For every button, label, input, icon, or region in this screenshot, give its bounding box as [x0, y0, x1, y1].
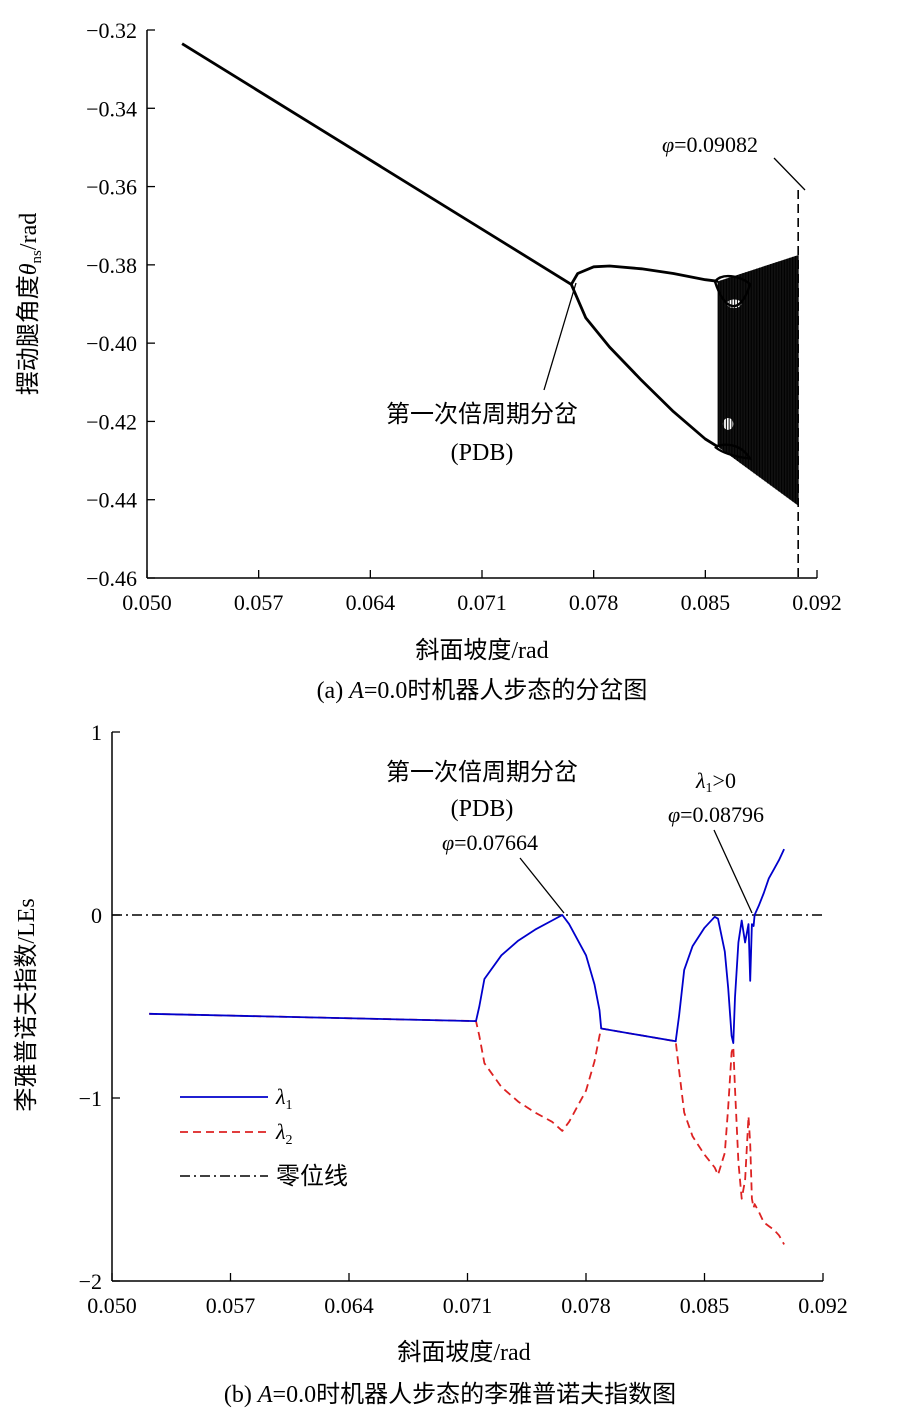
panel-a-y-tick-label: −0.46: [86, 566, 137, 591]
panel-b-x-tick-label: 0.064: [324, 1293, 374, 1318]
panel-b-pdb-phi: φ=0.07664: [442, 830, 538, 855]
panel-a-loop-lower: [714, 443, 753, 461]
panel-b-y-label: 李雅普诺夫指数/LEs: [13, 898, 40, 1111]
panel-b-series-lambda2: [149, 1012, 785, 1245]
panel-a-y-tick-label: −0.32: [86, 18, 137, 43]
panel-a-x-tick-label: 0.050: [122, 590, 172, 615]
panel-b-y-ticks: 1 0 −1 −2: [79, 720, 120, 1294]
panel-a-branch-3: [570, 283, 719, 449]
panel-a-y-tick-label: −0.36: [86, 175, 137, 200]
panel-b-pdb-abbr: (PDB): [451, 796, 514, 822]
legend-zero-line-label: 零位线: [276, 1163, 348, 1190]
panel-a-data: [181, 42, 799, 578]
panel-b-y-tick-label: 0: [91, 903, 102, 928]
panel-a-x-tick-label: 0.078: [569, 590, 619, 615]
panel-b-x-tick-label: 0.092: [798, 1293, 848, 1318]
panel-a-bifurcation-chart: −0.32 −0.34 −0.36 −0.38 −0.40 −0.42 −0.44 −0.46…: [15, 18, 842, 704]
panel-b-x-label: 斜面坡度/rad: [397, 1339, 530, 1366]
panel-b-y-tick-label: −2: [79, 1269, 102, 1294]
panel-b-x-tick-label: 0.050: [87, 1293, 137, 1318]
panel-a-phi-label: φ=0.09082: [662, 132, 758, 157]
panel-a-y-tick-label: −0.44: [86, 488, 137, 513]
panel-a-x-tick-label: 0.064: [346, 590, 396, 615]
panel-a-x-ticks: 0.050 0.057 0.064 0.071 0.078 0.085 0.092: [122, 570, 842, 615]
panel-b-legend: λ1 λ2 零位线: [180, 1084, 348, 1190]
panel-b-x-tick-label: 0.078: [561, 1293, 611, 1318]
panel-a-x-tick-label: 0.085: [681, 590, 731, 615]
panel-b-data: [112, 848, 823, 1245]
panel-a-branch-2: [570, 264, 719, 286]
panel-b-y-tick-label: −1: [79, 1086, 102, 1111]
panel-a-caption: (a) A=0.0时机器人步态的分岔图: [317, 677, 648, 704]
panel-b-x-tick-label: 0.057: [206, 1293, 256, 1318]
legend-lambda2-label: λ2: [275, 1119, 293, 1148]
panel-a-x-label: 斜面坡度/rad: [415, 637, 548, 664]
panel-b-series-lambda1: [149, 848, 785, 1044]
legend-lambda1-label: λ1: [275, 1084, 293, 1113]
panel-a-y-ticks: −0.32 −0.34 −0.36 −0.38 −0.40 −0.42 −0.44 −0.46: [86, 18, 155, 591]
panel-a-axes: [146, 30, 817, 579]
panel-b-lyapunov-chart: 10−1−2 0.050 0.057 0.064 0.071 0.078 0.085 0.0…: [13, 720, 848, 1408]
panel-a-y-tick-label: −0.42: [86, 409, 137, 434]
panel-b-chaos-lambda: λ1>0: [695, 768, 736, 796]
panel-a-x-tick-label: 0.057: [234, 590, 284, 615]
panel-a-phi-leader: [773, 157, 806, 191]
panel-a-y-label: 摆动腿角度θns/rad: [15, 213, 45, 395]
panel-b-x-tick-label: 0.085: [680, 1293, 730, 1318]
panel-a-x-tick-label: 0.071: [457, 590, 507, 615]
panel-b-x-tick-label: 0.071: [443, 1293, 493, 1318]
panel-a-pdb-leader: [543, 282, 577, 391]
panel-b-pdb-leader: [519, 857, 565, 914]
panel-a-pdb-abbr: (PDB): [451, 440, 514, 466]
panel-b-pdb-label: 第一次倍周期分岔: [386, 759, 578, 786]
panel-a-loop-upper: [713, 274, 752, 308]
panel-a-y-tick-label: −0.38: [86, 253, 137, 278]
panel-a-y-tick-label: −0.34: [86, 96, 137, 121]
panel-a-x-tick-label: 0.092: [792, 590, 842, 615]
panel-a-y-tick-label: −0.40: [86, 331, 137, 356]
panel-a-pdb-label: 第一次倍周期分岔: [386, 401, 578, 428]
panel-b-chaos-phi: φ=0.08796: [668, 802, 764, 827]
panel-b-x-ticks: 0.050 0.057 0.064 0.071 0.078 0.085 0.092: [87, 1273, 848, 1318]
panel-b-y-tick-label: 1: [91, 720, 102, 745]
panel-a-chaos-window: [722, 417, 734, 430]
panel-a-branch-1: [181, 42, 573, 286]
panel-a-chaos-band: [718, 255, 799, 506]
panel-b-caption: (b) A=0.0时机器人步态的李雅普诺夫指数图: [224, 1381, 676, 1408]
panel-b-chaos-leader: [713, 829, 753, 914]
